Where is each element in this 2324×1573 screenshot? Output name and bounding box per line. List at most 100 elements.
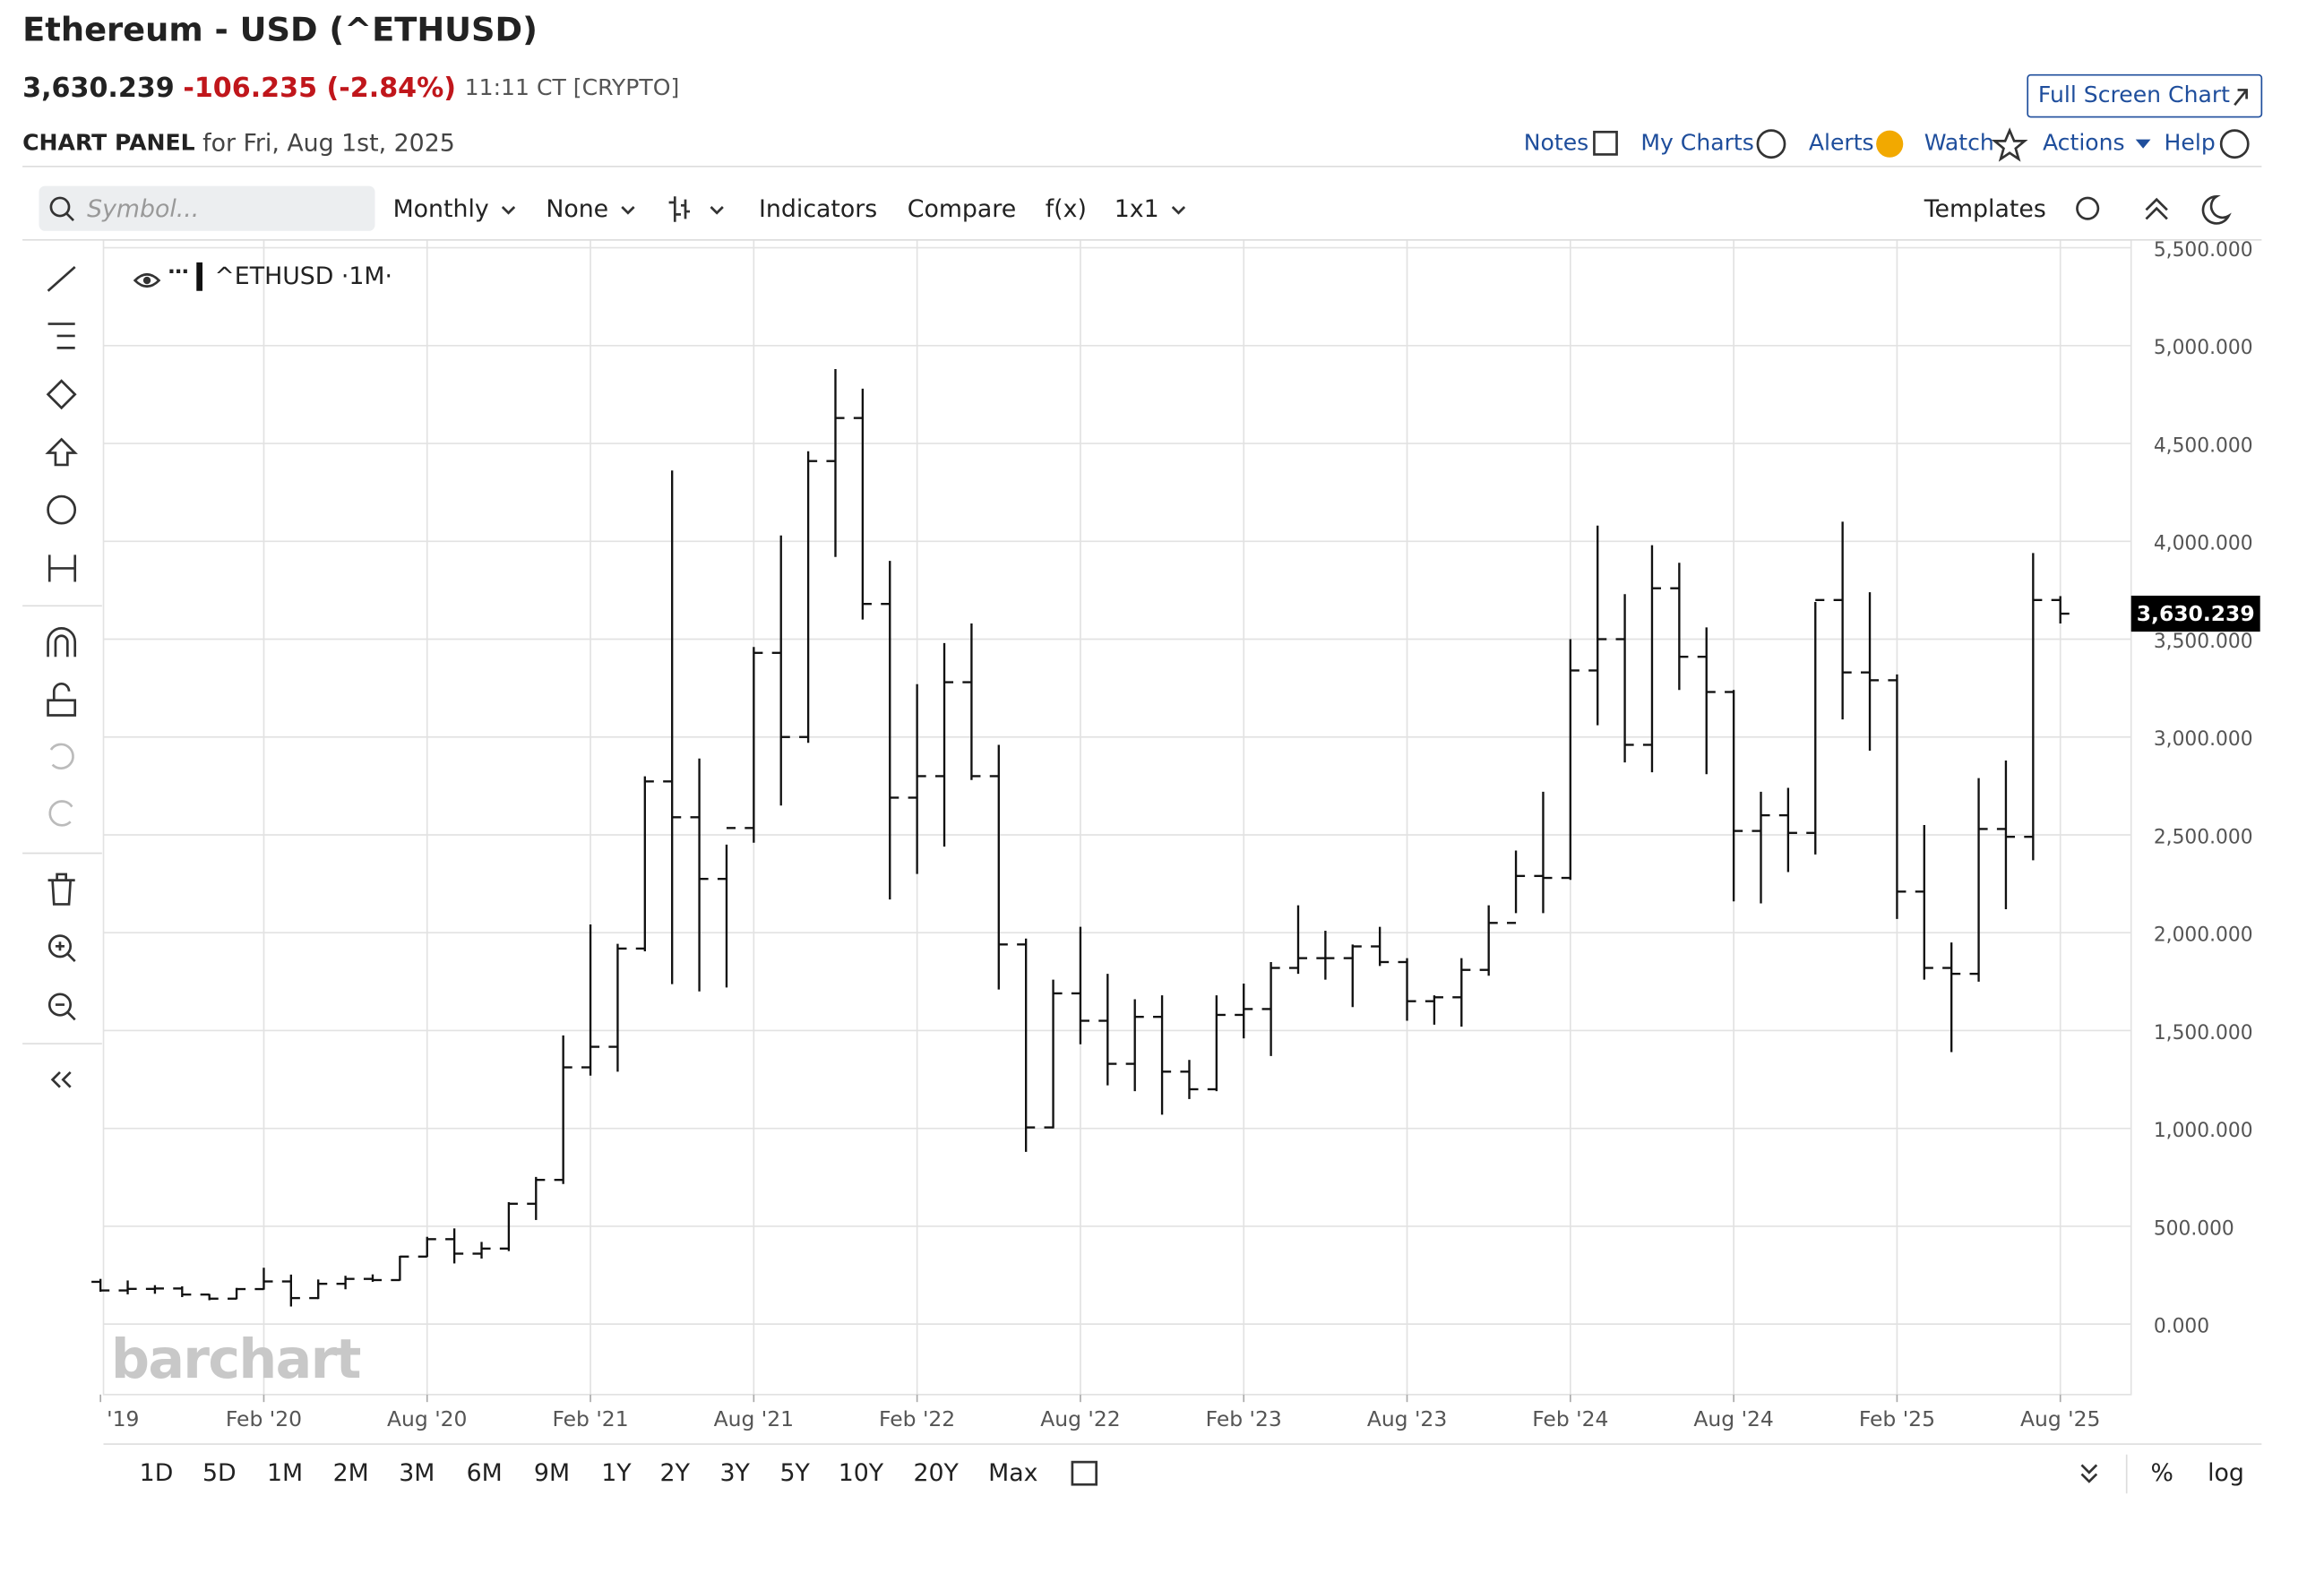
x-tick-label: Aug '25	[2020, 1406, 2100, 1431]
toolbar-item[interactable]: 1x1	[1115, 195, 1159, 223]
x-tick-label: Feb '21	[552, 1406, 628, 1431]
sidebar	[45, 265, 78, 1088]
lock[interactable]	[47, 683, 77, 717]
period-button[interactable]: 3Y	[720, 1459, 751, 1487]
y-tick-label: 500.000	[2154, 1217, 2234, 1240]
undo[interactable]	[49, 743, 74, 769]
collapse-icon[interactable]	[2145, 197, 2168, 220]
header-link[interactable]: Watch	[1924, 130, 1994, 156]
price-tag-label: 3,630.239	[2137, 601, 2255, 626]
period-button[interactable]: 1Y	[601, 1459, 632, 1487]
x-tick-label: Feb '22	[879, 1406, 955, 1431]
x-tick-label: Feb '20	[226, 1406, 302, 1431]
period-button[interactable]: 9M	[534, 1459, 570, 1487]
search-box[interactable]	[39, 185, 375, 231]
period-button[interactable]: 1D	[140, 1459, 174, 1487]
menu-dots: ⋯	[168, 259, 188, 284]
watermark: barchart	[111, 1328, 361, 1391]
full-screen-label[interactable]: Full Screen Chart	[2038, 82, 2230, 107]
links: Notes My Charts Alerts Watch Actions Help	[1524, 127, 2250, 162]
theme-icon[interactable]	[2201, 194, 2232, 225]
period-button[interactable]: 6M	[467, 1459, 503, 1487]
y-tick-label: 2,500.000	[2154, 826, 2253, 848]
bar-type-icon[interactable]	[668, 196, 724, 222]
zoom-out[interactable]	[47, 993, 73, 1017]
x-tick-label: Aug '20	[387, 1406, 467, 1431]
chart: 0.000 500.000 1,000.000 1,500.000 2,000.000 2…	[91, 239, 2260, 1431]
period-button[interactable]: 5D	[202, 1459, 237, 1487]
chevron	[1171, 206, 1186, 215]
period-button[interactable]: 5Y	[779, 1459, 810, 1487]
period-button[interactable]: 10Y	[839, 1459, 884, 1487]
chevron	[621, 206, 635, 215]
scale-button[interactable]: %	[2150, 1459, 2173, 1487]
tool-shape[interactable]	[46, 379, 77, 410]
period-button[interactable]: 3M	[399, 1459, 435, 1487]
redo[interactable]	[48, 800, 73, 827]
icon	[2234, 89, 2248, 107]
zoom-in[interactable]	[47, 934, 73, 958]
y-tick-label: 4,500.000	[2154, 434, 2253, 457]
scale-button[interactable]: log	[2208, 1459, 2244, 1487]
header-link[interactable]: Alerts	[1809, 130, 1874, 156]
toolbar-item[interactable]: Compare	[908, 195, 1016, 223]
x-tick-label: Aug '21	[714, 1406, 794, 1431]
icon	[1756, 129, 1786, 159]
magnet[interactable]	[47, 627, 77, 658]
header-link[interactable]: My Charts	[1640, 130, 1754, 156]
y-tick-label: 1,500.000	[2154, 1022, 2253, 1044]
y-tick-label: 5,500.000	[2154, 239, 2253, 262]
delete[interactable]	[47, 872, 75, 906]
y-tick-label: 2,000.000	[2154, 924, 2253, 947]
eye-pupil	[142, 276, 151, 285]
full-screen-button[interactable]	[2027, 73, 2263, 118]
x-tick-label: Feb '25	[1859, 1406, 1935, 1431]
eye-icon[interactable]	[133, 273, 161, 288]
x-tick-label: Aug '24	[1693, 1406, 1773, 1431]
collapse[interactable]	[50, 1070, 72, 1088]
icon	[1991, 127, 2028, 162]
toolbar-item[interactable]: None	[546, 195, 608, 223]
change: -106.235 (-2.84%)	[183, 72, 456, 103]
tool-fib[interactable]	[47, 322, 75, 349]
period-button[interactable]: 2M	[333, 1459, 369, 1487]
title: Ethereum - USD (^ETHUSD)	[22, 11, 538, 49]
y-tick-label: 0.000	[2154, 1315, 2209, 1337]
last-price: 3,630.239	[22, 72, 175, 103]
toolbar-item[interactable]: Indicators	[759, 195, 877, 223]
y-tick-label: 4,000.000	[2154, 533, 2253, 555]
plot-area	[102, 238, 2132, 1396]
tool-line[interactable]	[47, 265, 76, 292]
templates[interactable]: Templates	[1924, 195, 2046, 223]
tool-measure[interactable]	[47, 554, 77, 582]
toolbar: Monthly None Indicators Compare f(x) 1x1	[393, 195, 1186, 223]
search-placeholder[interactable]: Symbol...	[87, 195, 199, 223]
tool-number[interactable]	[47, 494, 77, 525]
x-tick-label: '19	[107, 1406, 139, 1431]
period-button[interactable]: 20Y	[913, 1459, 959, 1487]
period-button[interactable]: Max	[988, 1459, 1037, 1487]
header-link[interactable]: Actions	[2043, 130, 2125, 156]
icon	[1876, 130, 1904, 158]
toolbar-item[interactable]: Monthly	[393, 195, 489, 223]
calendar-icon[interactable]	[1071, 1460, 1098, 1486]
price-tag	[2130, 595, 2260, 632]
y-tick-label: 3,500.000	[2154, 631, 2253, 653]
expand-icon[interactable]	[2080, 1464, 2098, 1483]
icon	[65, 211, 74, 222]
header-link[interactable]: Notes	[1524, 130, 1588, 156]
panel: CHART PANEL for Fri, Aug 1st, 2025	[22, 129, 455, 157]
time: 11:11 CT [CRYPTO]	[465, 74, 680, 100]
header-link[interactable]: Help	[2165, 130, 2216, 156]
icon	[2135, 139, 2151, 149]
toolbar-item[interactable]: f(x)	[1046, 195, 1087, 223]
period-button[interactable]: 2Y	[660, 1459, 691, 1487]
x-tick-label: Aug '22	[1040, 1406, 1120, 1431]
x-tick-label: Aug '23	[1367, 1406, 1447, 1431]
y-tick-label: 1,000.000	[2154, 1120, 2253, 1142]
period-button[interactable]: 1M	[267, 1459, 303, 1487]
tool-arrow[interactable]	[45, 437, 78, 467]
settings-icon[interactable]	[2076, 196, 2100, 220]
icon	[2219, 129, 2250, 159]
